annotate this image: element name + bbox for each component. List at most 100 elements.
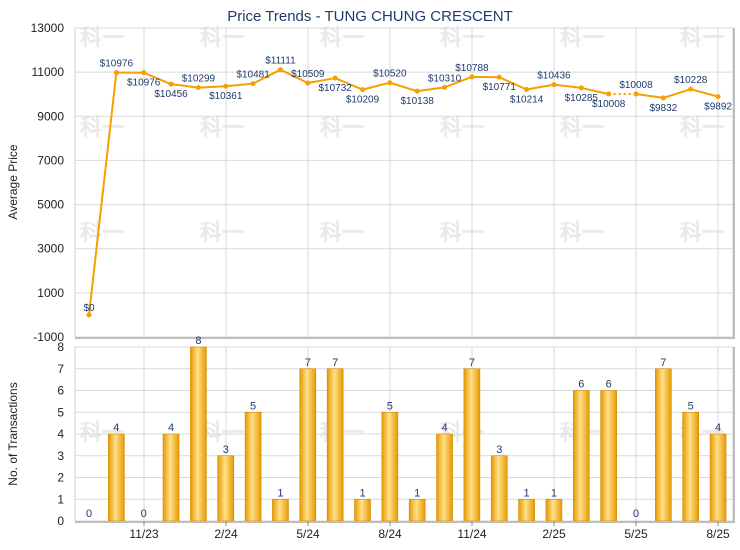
price-line-segment — [635, 93, 664, 99]
price-point[interactable] — [113, 70, 119, 76]
transaction-data-label: 7 — [305, 357, 311, 369]
price-point[interactable] — [195, 85, 201, 91]
transaction-data-label: 4 — [715, 422, 721, 434]
date-tick-label: 2/25 — [542, 527, 566, 541]
transaction-bar[interactable] — [299, 368, 317, 522]
price-point[interactable] — [414, 88, 420, 94]
price-point[interactable] — [168, 81, 174, 87]
top-panel-shadow-bottom — [75, 337, 733, 339]
transaction-bar[interactable] — [600, 390, 617, 522]
price-tick-label: 9000 — [37, 109, 64, 123]
transaction-data-label: 7 — [660, 357, 666, 369]
transaction-bar[interactable] — [463, 368, 481, 522]
date-tick-label: 8/24 — [378, 527, 402, 541]
price-point[interactable] — [496, 74, 502, 80]
price-point[interactable] — [305, 80, 311, 86]
transaction-bar[interactable] — [655, 368, 672, 522]
transaction-bar[interactable] — [162, 433, 180, 522]
price-tick-label: 11000 — [32, 65, 65, 79]
transaction-data-label: 4 — [113, 422, 119, 434]
price-line-segment — [334, 77, 363, 91]
transaction-bar[interactable] — [326, 368, 344, 522]
price-point[interactable] — [387, 80, 393, 86]
price-tick-label: 5000 — [37, 198, 64, 212]
price-data-label: $9832 — [649, 103, 677, 114]
transaction-bar[interactable] — [381, 411, 399, 522]
transaction-data-label: 1 — [359, 487, 365, 499]
watermark: 科一 — [80, 25, 124, 50]
transaction-bar[interactable] — [682, 411, 700, 522]
transaction-data-label: 1 — [551, 487, 557, 499]
price-point[interactable] — [277, 67, 283, 73]
transaction-bar[interactable] — [518, 498, 535, 522]
price-data-label: $10436 — [537, 71, 571, 82]
price-line-segment — [280, 68, 309, 84]
price-point[interactable] — [250, 81, 256, 87]
price-point[interactable] — [606, 91, 612, 97]
price-point[interactable] — [551, 82, 557, 88]
transaction-bar[interactable] — [108, 433, 125, 522]
transactions-axis-title: No. of Transactions — [6, 382, 20, 485]
price-line-segment — [444, 75, 473, 89]
watermark: 科一 — [320, 115, 364, 140]
price-tick-label: 3000 — [37, 242, 64, 256]
transaction-bar[interactable] — [490, 455, 508, 522]
transaction-bar[interactable] — [545, 498, 563, 522]
price-data-label: $10214 — [510, 94, 544, 105]
watermark: 科一 — [80, 115, 124, 140]
bottom-panel-shadow-bottom — [75, 521, 733, 523]
watermark: 科一 — [320, 220, 364, 245]
transaction-bar[interactable] — [190, 346, 207, 522]
price-data-label: $10008 — [619, 80, 653, 91]
price-data-label: $10285 — [565, 93, 599, 104]
price-point[interactable] — [223, 83, 229, 89]
price-line-segment — [198, 85, 226, 89]
price-point[interactable] — [469, 74, 475, 80]
transactions-tick-label: 2 — [57, 471, 64, 485]
price-point[interactable] — [442, 84, 448, 90]
transaction-bar[interactable] — [272, 498, 289, 522]
transaction-bar[interactable] — [217, 455, 235, 522]
price-point[interactable] — [332, 75, 338, 81]
transaction-data-label: 5 — [250, 400, 256, 412]
transaction-bar[interactable] — [709, 433, 727, 522]
price-point[interactable] — [688, 86, 694, 92]
price-point[interactable] — [715, 94, 721, 100]
price-line-segment — [663, 88, 692, 99]
transaction-data-labels: 0 4 0 4 8 3 5 1 7 7 1 5 1 4 7 3 1 1 6 6 0 7 5 4 — [86, 335, 721, 520]
transactions-tick-label: 3 — [57, 449, 64, 463]
watermark: 科一 — [680, 25, 724, 50]
watermark: 科一 — [80, 220, 124, 245]
price-point[interactable] — [578, 85, 584, 91]
transaction-data-label: 7 — [332, 357, 338, 369]
date-tick-label: 11/24 — [457, 527, 486, 541]
watermark: 科一 — [680, 220, 724, 245]
transaction-data-label: 3 — [496, 444, 502, 456]
price-point[interactable] — [633, 91, 639, 97]
price-point[interactable] — [86, 312, 92, 318]
transaction-bar[interactable] — [408, 498, 426, 522]
transaction-bar[interactable] — [436, 433, 453, 522]
watermark: 科一 — [440, 220, 484, 245]
watermark: 科一 — [560, 115, 604, 140]
price-data-label: $10138 — [401, 96, 435, 107]
price-line-segment — [307, 77, 336, 84]
transactions-tick-label: 7 — [57, 362, 64, 376]
price-point[interactable] — [360, 87, 365, 93]
price-point[interactable] — [141, 70, 147, 76]
price-tick-label: 13000 — [31, 21, 65, 35]
price-point[interactable] — [660, 95, 666, 101]
transaction-bar[interactable] — [354, 498, 371, 522]
transaction-data-label: 8 — [195, 335, 201, 347]
transaction-bar[interactable] — [244, 411, 262, 522]
transaction-bar[interactable] — [572, 390, 590, 522]
price-point[interactable] — [524, 86, 530, 92]
watermark: 科一 — [320, 25, 364, 50]
transactions-tick-label: 8 — [57, 340, 64, 354]
price-line-segment — [389, 81, 418, 93]
watermark: 科一 — [560, 220, 604, 245]
transaction-data-label: 3 — [223, 444, 229, 456]
price-data-label: $10732 — [318, 83, 352, 94]
